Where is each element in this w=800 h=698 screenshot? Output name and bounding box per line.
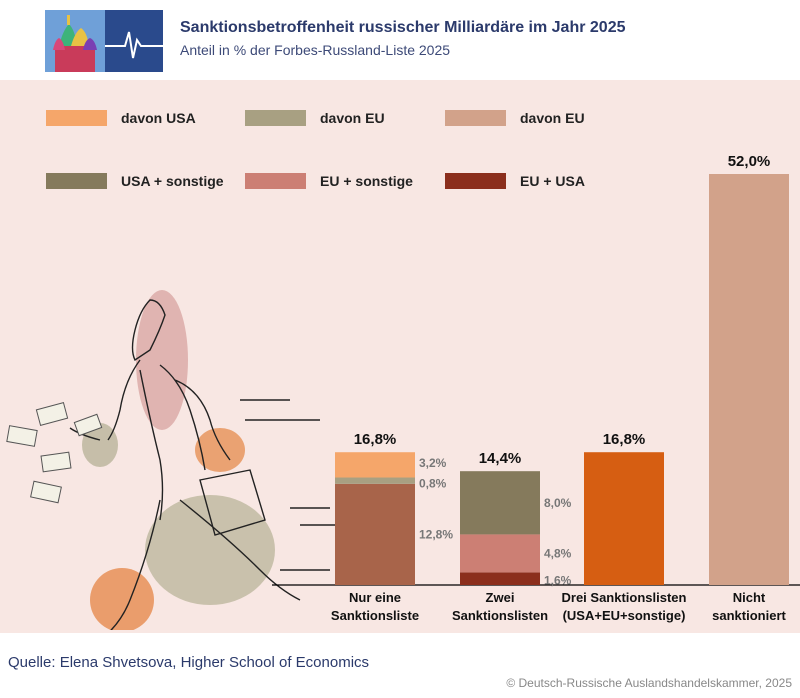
kremlin-logo-icon bbox=[45, 10, 163, 72]
segment-value-label: 1,6% bbox=[544, 574, 572, 588]
legend-label: EU + sonstige bbox=[320, 173, 413, 189]
legend-swatch bbox=[245, 173, 306, 189]
legend-swatch bbox=[445, 110, 506, 126]
source-note: Quelle: Elena Shvetsova, Higher School o… bbox=[8, 654, 370, 671]
bar-total-label: 52,0% bbox=[728, 153, 771, 170]
legend-swatch bbox=[245, 110, 306, 126]
bar-segment bbox=[584, 452, 664, 585]
legend-label: EU + USA bbox=[520, 173, 585, 189]
chart: 12,8% 0,8% 3,2% 16,8% Nur eine Sanktionsliste… bbox=[272, 153, 800, 623]
segment-value-label: 4,8% bbox=[544, 546, 572, 560]
legend-label: USA + sonstige bbox=[121, 173, 224, 189]
segment-value-label: 3,2% bbox=[419, 456, 447, 470]
legend-item-davon-eu-2: davon EU bbox=[445, 108, 585, 128]
chart-panel: davon USA davon EU davon EU USA + sonsti… bbox=[0, 80, 800, 633]
segment-value-label: 8,0% bbox=[544, 496, 572, 510]
legend-item-davon-eu: davon EU bbox=[245, 108, 385, 128]
bar-segment bbox=[335, 477, 415, 484]
legend-label: davon USA bbox=[121, 110, 196, 126]
bar-segment bbox=[460, 572, 540, 585]
bar-total-label: 16,8% bbox=[354, 431, 397, 448]
legend-item-usa-sonstige: USA + sonstige bbox=[46, 171, 224, 191]
category-tick-label: sanktioniert bbox=[712, 608, 786, 623]
bar-segment bbox=[335, 452, 415, 478]
legend-label: davon EU bbox=[320, 110, 385, 126]
category-tick-label: Nur eine bbox=[349, 590, 401, 605]
header: Sanktionsbetroffenheit russischer Millia… bbox=[0, 0, 800, 80]
category-tick-label: Zwei bbox=[486, 590, 515, 605]
category-tick-label: (USA+EU+sonstige) bbox=[563, 608, 686, 623]
bar-total-label: 16,8% bbox=[603, 431, 646, 448]
category-tick-label: Drei Sanktionslisten bbox=[562, 590, 687, 605]
category-tick-label: Sanktionslisten bbox=[452, 608, 548, 623]
legend-item-davon-usa: davon USA bbox=[46, 108, 196, 128]
legend-swatch bbox=[445, 173, 506, 189]
bar-segment bbox=[709, 174, 789, 585]
legend-item-eu-usa: EU + USA bbox=[445, 171, 585, 191]
page-title: Sanktionsbetroffenheit russischer Millia… bbox=[180, 19, 626, 36]
bar-segment bbox=[460, 534, 540, 573]
legend-swatch bbox=[46, 173, 107, 189]
segment-value-label: 0,8% bbox=[419, 477, 447, 491]
legend-swatch bbox=[46, 110, 107, 126]
segment-value-label: 12,8% bbox=[419, 527, 453, 541]
bar-total-label: 14,4% bbox=[479, 450, 522, 467]
copyright-note: © Deutsch-Russische Auslandshandelskamme… bbox=[506, 676, 792, 690]
illustration-running-man bbox=[6, 290, 340, 630]
legend-item-eu-sonstige: EU + sonstige bbox=[245, 171, 413, 191]
bar-segment bbox=[460, 471, 540, 535]
legend-label: davon EU bbox=[520, 110, 585, 126]
category-tick-label: Sanktionsliste bbox=[331, 608, 419, 623]
category-tick-label: Nicht bbox=[733, 590, 766, 605]
page-subtitle: Anteil in % der Forbes-Russland-Liste 20… bbox=[180, 42, 451, 58]
bar-segment bbox=[335, 483, 415, 585]
